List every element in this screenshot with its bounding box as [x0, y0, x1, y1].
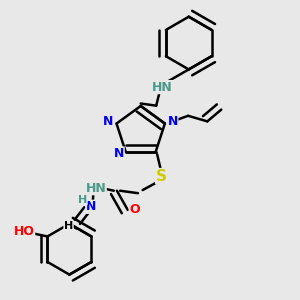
- Text: N: N: [167, 115, 178, 128]
- Text: H: H: [78, 195, 87, 205]
- Text: N: N: [114, 147, 124, 160]
- Text: N: N: [86, 200, 96, 213]
- Text: HN: HN: [85, 182, 106, 195]
- Text: S: S: [156, 169, 167, 184]
- Text: HO: HO: [14, 225, 35, 238]
- Text: HN: HN: [152, 81, 173, 94]
- Text: N: N: [103, 115, 113, 128]
- Text: H: H: [64, 221, 73, 231]
- Text: O: O: [129, 203, 140, 216]
